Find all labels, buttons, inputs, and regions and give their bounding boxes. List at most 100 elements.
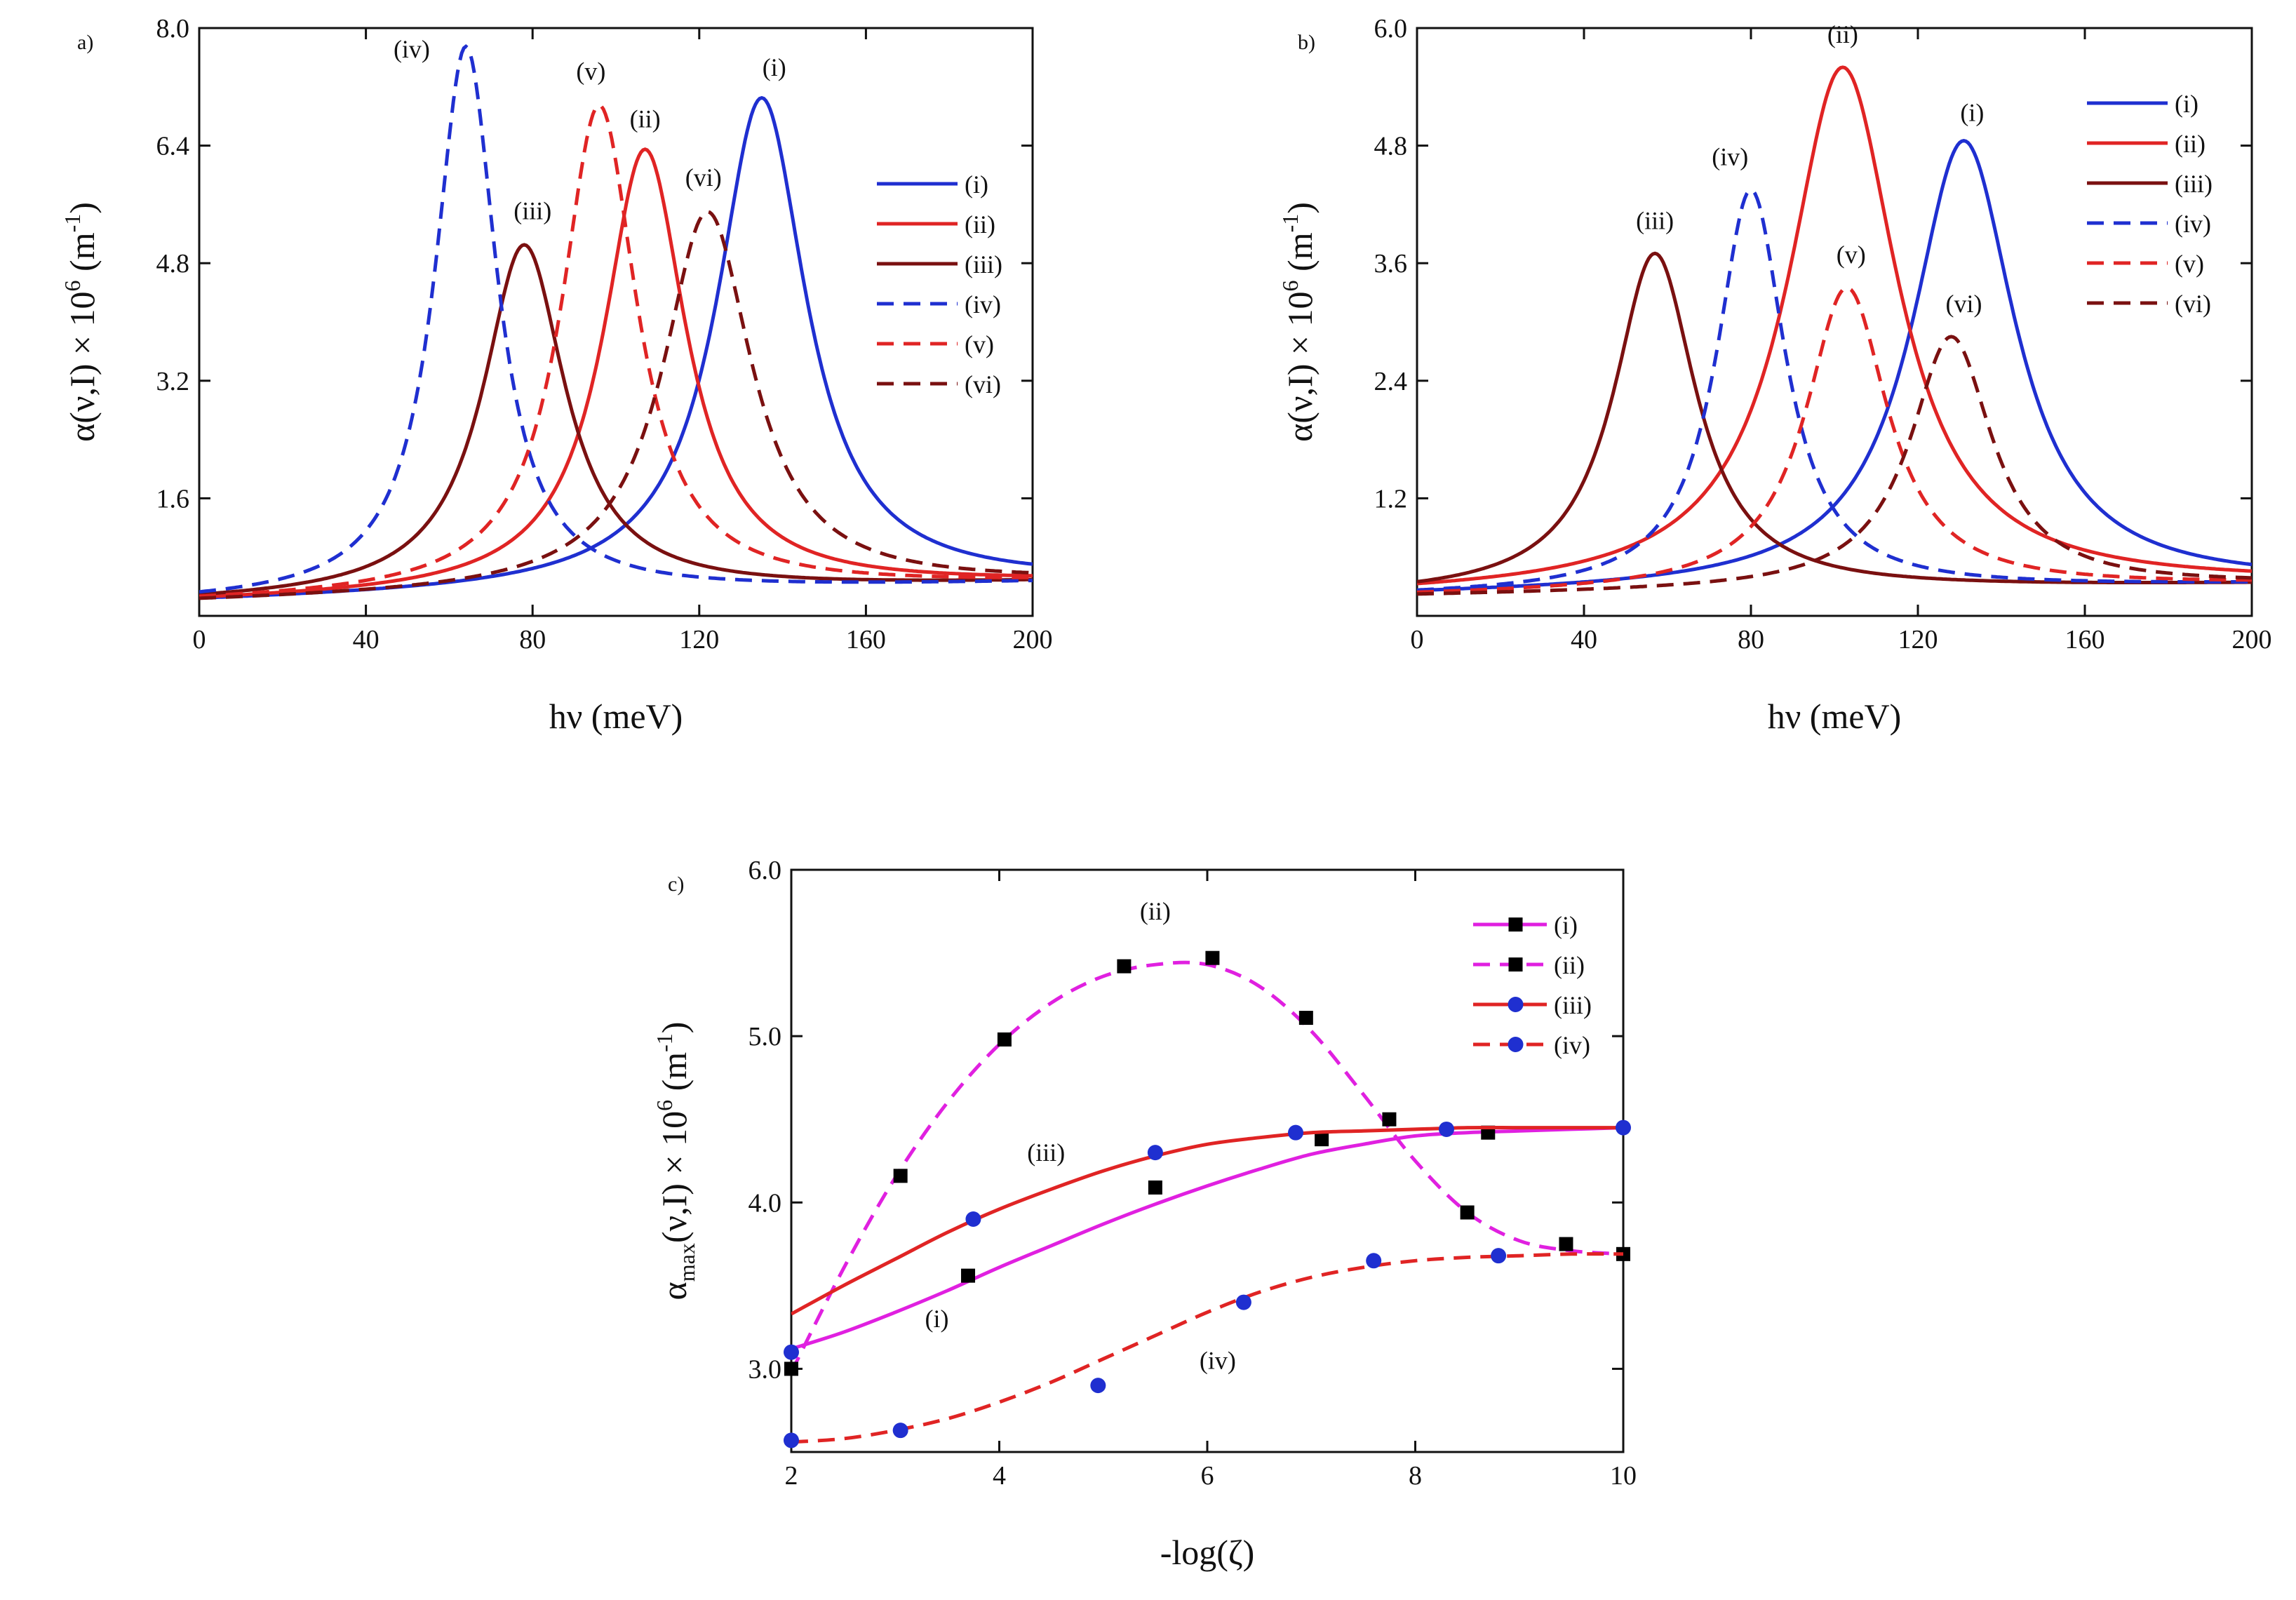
y-axis-label-part: ) (1280, 202, 1320, 214)
y-tick-label: 4.8 (156, 249, 190, 278)
curve-annotation: (i) (1960, 99, 1984, 127)
y-axis-label-part: 6 (60, 280, 85, 291)
curve-annotation: (iii) (1636, 206, 1674, 234)
legend-label: (i) (965, 170, 988, 199)
y-tick-label: 1.6 (156, 484, 190, 513)
series-line-vi (199, 210, 1033, 600)
y-tick-label: 3.6 (1374, 249, 1408, 278)
data-point-circle (1288, 1124, 1304, 1141)
legend-marker-square (1508, 917, 1523, 932)
x-axis-label: hν (meV) (1768, 697, 1902, 736)
data-point-circle (784, 1344, 799, 1360)
curve-annotation: (vi) (685, 163, 722, 191)
x-tick-label: 160 (2065, 625, 2105, 654)
data-point-square (1460, 1205, 1475, 1220)
y-axis-label: α(ν,I) × 106 (m-1) (60, 202, 102, 442)
data-point-square (1205, 950, 1220, 965)
data-point-circle (1438, 1121, 1454, 1137)
curve-annotation: (v) (576, 57, 605, 85)
curve-annotation: (iv) (394, 35, 430, 63)
series-line-iv (791, 1252, 1623, 1444)
data-point-circle (965, 1211, 981, 1227)
y-tick-label: 5.0 (748, 1022, 782, 1051)
legend-label: (i) (2175, 90, 2198, 118)
series-line-ii (199, 147, 1033, 599)
legend-label: (ii) (2175, 130, 2206, 158)
x-tick-label: 120 (679, 625, 719, 654)
y-tick-label: 6.0 (1374, 14, 1408, 43)
legend-label: (iii) (965, 250, 1002, 278)
legend-label: (v) (965, 330, 994, 358)
y-axis-label-part: ) (654, 1022, 694, 1034)
y-axis-label-part: α(ν,I) × 10 (62, 291, 102, 441)
panel-c: c) 2 4 6 8 10 3.0 4.0 5.0 6.0 -log(ζ) αmax(ν,I) × 1… (652, 856, 1637, 1572)
data-point-square (1298, 1011, 1313, 1026)
x-axis-label: -log(ζ) (1160, 1533, 1255, 1572)
data-point-circle (1491, 1248, 1507, 1264)
series-line-ii (1417, 65, 2252, 586)
legend-label: (iv) (965, 290, 1001, 318)
x-axis-label: hν (meV) (549, 697, 683, 736)
curve-annotation: (ii) (1827, 20, 1858, 48)
series-line-vi (1417, 335, 2252, 596)
panel-label: b) (1298, 31, 1315, 54)
curve-annotation: (ii) (630, 105, 661, 133)
x-tick-label: 6 (1201, 1461, 1214, 1491)
y-axis-label-part: -1 (652, 1033, 677, 1052)
data-point-square (1315, 1132, 1329, 1147)
x-tick-label: 0 (1411, 625, 1424, 654)
y-axis-label: α(ν,I) × 106 (m-1) (1277, 202, 1320, 442)
y-tick-label: 6.4 (156, 132, 190, 161)
panel-a: a) 0 40 80 120 160 200 1.6 3.2 4.8 6.4 8.0 hν (meV) α… (60, 14, 1053, 736)
curve-annotation: (i) (925, 1305, 949, 1333)
y-axis-label-part: 6 (652, 1100, 677, 1111)
curve-annotation: (iii) (513, 196, 551, 224)
y-axis-label-part: -1 (1277, 214, 1303, 233)
y-axis-label-part: (m (1280, 232, 1320, 280)
series-line-v (199, 103, 1033, 598)
series-line-iii (791, 1125, 1623, 1316)
series-line-iii (199, 243, 1033, 596)
legend-label: (iv) (1554, 1031, 1590, 1059)
y-axis-label: αmax(ν,I) × 106 (m-1) (652, 1022, 699, 1300)
x-tick-label: 40 (1571, 625, 1597, 654)
curve-annotation: (vi) (1945, 290, 1982, 318)
curve-annotation: (iv) (1200, 1346, 1236, 1374)
data-point-square (1382, 1112, 1397, 1127)
legend-label: (v) (2175, 250, 2204, 278)
curve-annotation: (ii) (1140, 897, 1171, 925)
y-tick-label: 8.0 (156, 14, 190, 43)
data-point-circle (1235, 1294, 1251, 1310)
x-tick-label: 0 (193, 625, 206, 654)
y-axis-label-part: (ν,I) × 10 (654, 1111, 694, 1243)
legend-label: (iv) (2175, 210, 2211, 238)
series-line-iv (199, 43, 1033, 594)
curve-annotation: (i) (763, 53, 786, 81)
panel-label: a) (77, 31, 93, 54)
y-axis-label-part: (m (62, 232, 102, 280)
series-line-iv (1417, 187, 2252, 592)
y-tick-label: 4.0 (748, 1188, 782, 1218)
data-point-square (1559, 1237, 1573, 1251)
x-tick-label: 160 (846, 625, 886, 654)
series-line-i (791, 1126, 1623, 1351)
legend-label: (vi) (2175, 290, 2211, 318)
data-point-circle (1090, 1378, 1106, 1394)
x-tick-label: 120 (1898, 625, 1938, 654)
plot-frame (198, 27, 1034, 617)
x-tick-label: 10 (1610, 1461, 1637, 1491)
series-line-i (1417, 139, 2252, 593)
curve-annotation: (iv) (1712, 143, 1748, 171)
data-point-circle (1616, 1120, 1631, 1136)
y-axis-label-part: α (654, 1282, 694, 1300)
data-point-square (1117, 959, 1132, 974)
data-point-circle (1147, 1145, 1163, 1161)
y-axis-label-part: α(ν,I) × 10 (1280, 291, 1320, 441)
x-tick-label: 40 (353, 625, 380, 654)
data-point-square (1148, 1180, 1162, 1195)
x-tick-label: 4 (993, 1461, 1006, 1491)
y-axis-label-part: -1 (60, 214, 85, 233)
x-tick-label: 200 (1013, 625, 1053, 654)
y-axis-label-part: ) (62, 202, 102, 214)
